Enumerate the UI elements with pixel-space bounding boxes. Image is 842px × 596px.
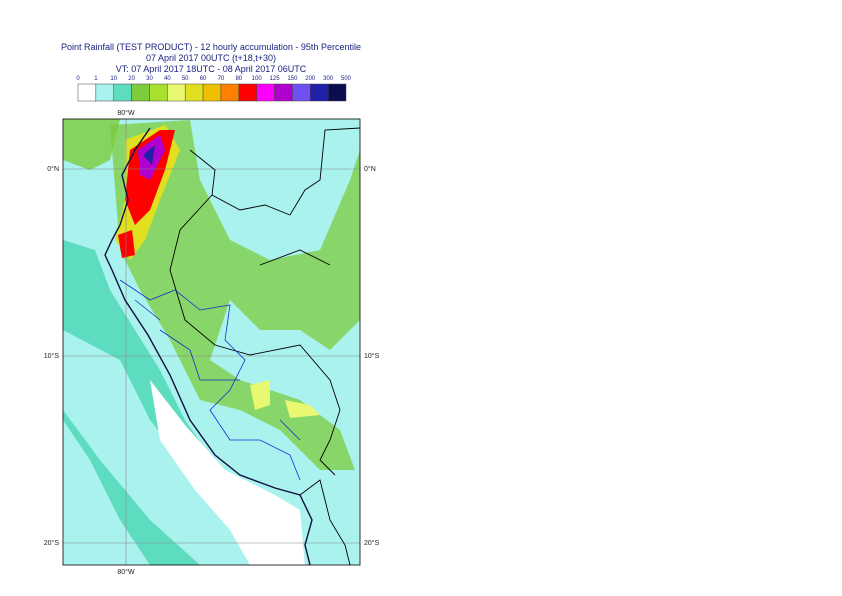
legend: 0 1 10 20 30 40 50 60 70 80 100 125 150 200 300 500: [76, 76, 352, 102]
legend-swatch: [256, 83, 275, 102]
legend-label: 70: [218, 76, 225, 82]
rain-area: [118, 230, 135, 258]
region-border: [119, 279, 301, 481]
legend-swatch: [77, 83, 97, 102]
legend-swatch: [113, 83, 132, 102]
legend-label: 300: [323, 76, 334, 82]
lon-label: 80°W: [117, 109, 135, 117]
legend-label: 150: [287, 76, 298, 82]
legend-label: 0: [76, 76, 80, 82]
legend-label: 100: [252, 76, 263, 82]
legend-swatch: [131, 83, 150, 102]
lat-label: 0°N: [364, 165, 376, 173]
rain-area: [250, 380, 320, 418]
legend-swatch: [274, 83, 293, 102]
title-line: VT: 07 April 2017 18UTC - 08 April 2017 …: [116, 64, 307, 74]
lat-label: 20°S: [44, 539, 60, 547]
legend-label: 500: [341, 76, 352, 82]
legend-label: 30: [146, 76, 153, 82]
legend-swatch: [95, 83, 114, 102]
legend-swatch: [202, 83, 222, 102]
legend-label: 20: [128, 76, 135, 82]
legend-label: 60: [200, 76, 207, 82]
lat-label: 20°S: [364, 539, 380, 547]
legend-swatch: [220, 83, 240, 102]
title-line: Point Rainfall (TEST PRODUCT) - 12 hourl…: [61, 42, 361, 52]
legend-label: 80: [235, 76, 242, 82]
lat-label: 0°N: [47, 165, 59, 173]
map-frame: [62, 118, 361, 566]
dry-coast: [150, 380, 305, 565]
legend-swatch: [292, 83, 311, 102]
rain-area: [143, 145, 155, 165]
lat-label: 10°S: [44, 352, 60, 360]
rain-area: [63, 119, 120, 170]
legend-swatch: [327, 83, 347, 102]
legend-label: 40: [164, 76, 171, 82]
legend-label: 125: [270, 76, 281, 82]
legend-label: 200: [305, 76, 316, 82]
legend-swatch: [310, 83, 329, 102]
legend-swatch: [184, 83, 204, 102]
title-block: Point Rainfall (TEST PRODUCT) - 12 hourl…: [61, 42, 361, 74]
legend-swatch: [238, 83, 257, 102]
lon-label: 80°W: [117, 568, 135, 576]
legend-swatch: [167, 83, 186, 102]
lat-label: 10°S: [364, 352, 380, 360]
title-line: 07 April 2017 00UTC (t+18,t+30): [146, 53, 276, 63]
rain-area: [110, 120, 360, 470]
legend-label: 50: [182, 76, 189, 82]
legend-label: 1: [94, 76, 98, 82]
legend-label: 10: [110, 76, 117, 82]
map: 0°N 0°N 10°S 10°S 20°S 20°S 80°W 80°W: [44, 109, 380, 576]
legend-swatch: [149, 83, 168, 102]
border: [169, 127, 360, 565]
